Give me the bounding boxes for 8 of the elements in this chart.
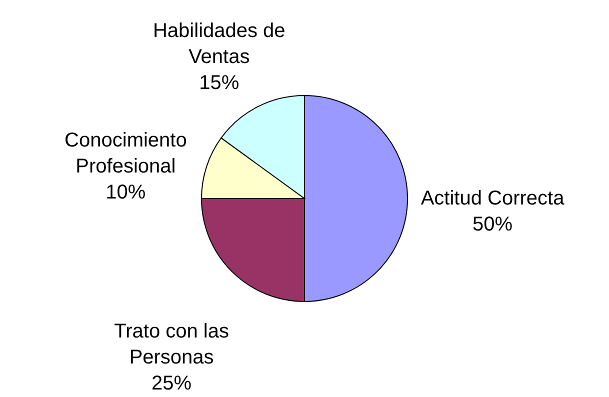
slice-label: Trato con las Personas [114, 320, 229, 368]
data-label: 25% [152, 372, 192, 394]
data-label: 10% [106, 181, 146, 204]
slice-label: Habilidades de Ventas [152, 20, 286, 68]
data-label: 15% [199, 72, 240, 94]
data-label: 50% [472, 214, 513, 236]
slice-label: Actitud Correcta [420, 188, 566, 210]
slice-label: Conocimiento Profesional [64, 129, 187, 178]
